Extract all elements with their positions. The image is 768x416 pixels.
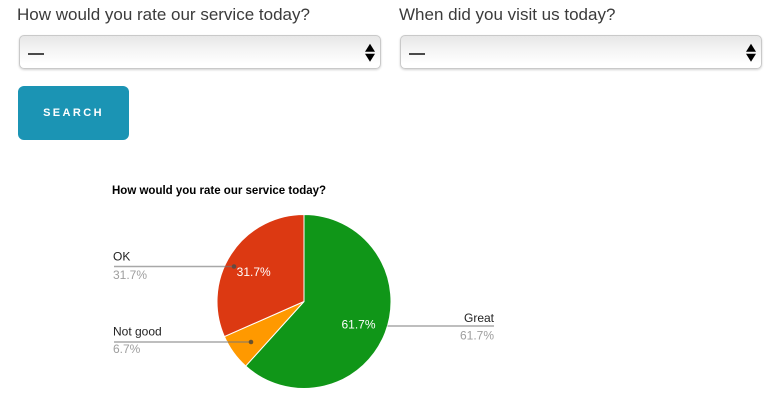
svg-text:31.7%: 31.7% — [113, 268, 147, 282]
svg-text:61.7%: 61.7% — [460, 329, 494, 343]
svg-text:OK: OK — [113, 250, 130, 264]
svg-text:Not good: Not good — [113, 325, 162, 339]
svg-text:31.7%: 31.7% — [237, 265, 271, 279]
svg-text:Great: Great — [464, 311, 495, 325]
svg-text:6.7%: 6.7% — [113, 342, 141, 356]
svg-text:61.7%: 61.7% — [341, 318, 375, 332]
